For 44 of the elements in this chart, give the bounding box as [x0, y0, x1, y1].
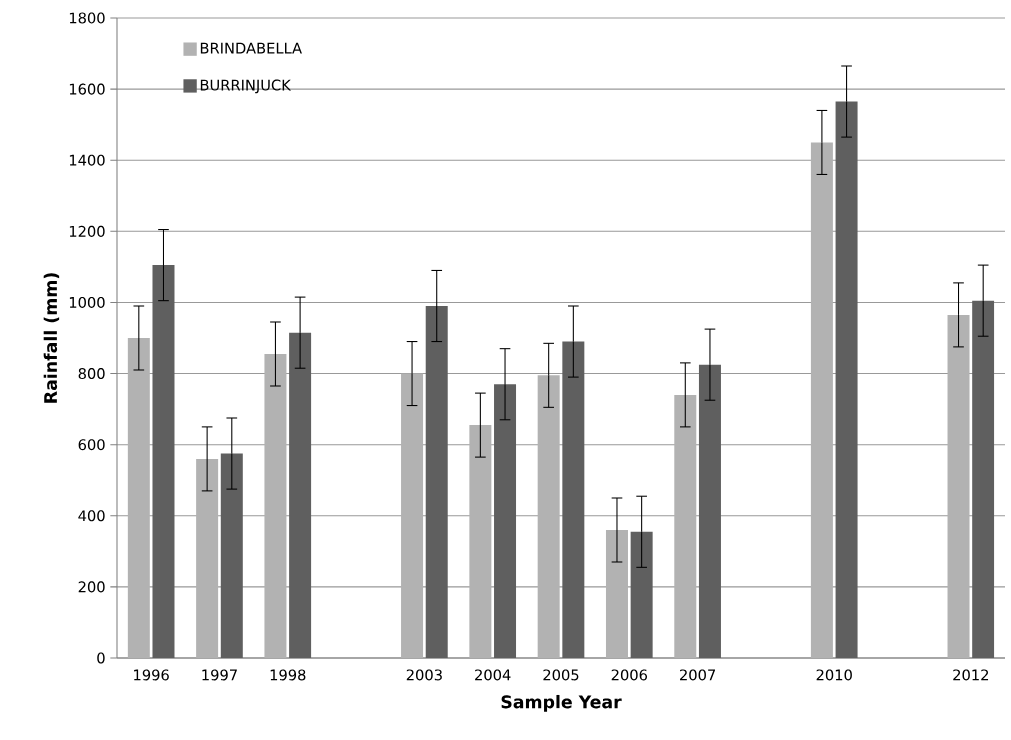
- y-axis-title: Rainfall (mm): [43, 273, 60, 403]
- bar: [537, 375, 560, 658]
- bar: [289, 332, 312, 658]
- x-tick-label: 2003: [406, 669, 442, 681]
- y-tick-label: 600: [78, 439, 105, 451]
- x-tick-label: 2010: [816, 669, 852, 681]
- bar: [152, 265, 175, 658]
- x-tick-label: 2005: [543, 669, 579, 681]
- y-tick-label: 400: [78, 510, 105, 522]
- x-tick-label: 2006: [611, 669, 648, 681]
- x-tick-label: 1997: [202, 669, 237, 681]
- legend-label: BURRINJUCK: [200, 79, 292, 94]
- bar: [605, 530, 628, 658]
- y-tick-label: 800: [78, 368, 105, 380]
- bar: [127, 338, 150, 658]
- bar: [810, 142, 833, 658]
- bar: [835, 101, 858, 658]
- y-tick-label: 1000: [69, 296, 105, 308]
- legend-label: BRINDABELLA: [200, 42, 302, 54]
- y-tick-label: 200: [78, 581, 105, 593]
- y-tick-label: 1600: [69, 83, 105, 95]
- y-tick-label: 1200: [69, 225, 105, 237]
- x-tick-label: 2004: [475, 669, 511, 681]
- x-tick-label: 1996: [134, 669, 169, 681]
- bar: [630, 531, 653, 658]
- bar: [698, 364, 721, 658]
- bar: [220, 453, 243, 658]
- bar: [494, 384, 517, 658]
- bar: [972, 300, 995, 658]
- bar: [469, 425, 492, 658]
- bar: [196, 458, 219, 658]
- bar: [401, 373, 424, 658]
- y-tick-label: 1800: [69, 12, 105, 24]
- y-tick-label: 1400: [69, 154, 105, 166]
- x-axis-title: Sample Year: [501, 694, 622, 712]
- bar: [562, 341, 585, 658]
- x-tick-label: 1998: [270, 669, 306, 681]
- x-tick-label: 2007: [680, 669, 716, 681]
- x-tick-label: 2012: [953, 669, 989, 681]
- bar: [947, 314, 970, 658]
- y-tick-label: 0: [97, 652, 105, 664]
- bar: [264, 354, 287, 658]
- bar: [425, 306, 448, 658]
- bar: [674, 394, 697, 658]
